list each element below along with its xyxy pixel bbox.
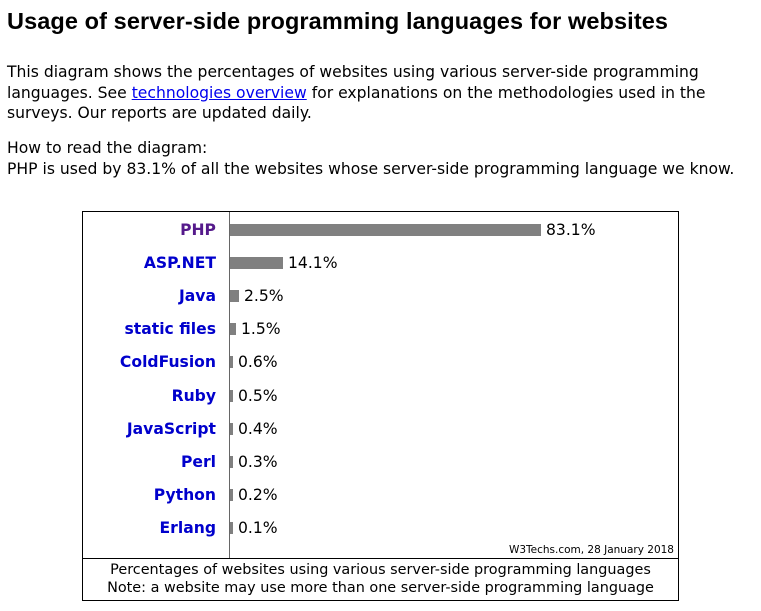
category-label-php[interactable]: PHP: [180, 221, 216, 239]
value-label-perl: 0.3%: [238, 452, 278, 471]
value-label-ruby: 0.5%: [238, 386, 278, 405]
howto-heading: How to read the diagram:: [7, 139, 208, 157]
technologies-overview-link[interactable]: technologies overview: [131, 83, 307, 102]
chart-caption: Percentages of websites using various se…: [83, 561, 678, 597]
bar-erlang: [230, 521, 233, 534]
bar-javascript: [230, 422, 233, 435]
category-label-static-files[interactable]: static files: [124, 320, 217, 339]
value-label-python: 0.2%: [238, 485, 278, 504]
plot-area: PHP 83.1% ASP.NET 14.1% Java 2.5% static files…: [83, 212, 678, 558]
bar-python: [230, 488, 233, 501]
bar-coldfusion: [230, 356, 233, 369]
bar-php: [230, 224, 541, 236]
category-label-java[interactable]: Java: [178, 287, 216, 306]
value-label-coldfusion: 0.6%: [238, 353, 278, 372]
intro-paragraph: This diagram shows the percentages of we…: [7, 62, 747, 124]
bar-static-files: [230, 323, 236, 336]
chart-credit: W3Techs.com, 28 January 2018: [508, 544, 674, 556]
value-label-java: 2.5%: [244, 287, 284, 306]
intro-text-after: for explanations on the methodologies us…: [7, 83, 706, 123]
category-label-javascript[interactable]: JavaScript: [126, 419, 216, 438]
bar-ruby: [230, 389, 233, 402]
bar-perl: [230, 455, 233, 468]
bar-java: [230, 290, 239, 303]
bar-asp-net: [230, 257, 283, 270]
value-label-static-files: 1.5%: [241, 320, 281, 339]
value-label-php: 83.1%: [546, 221, 596, 239]
category-label-erlang[interactable]: Erlang: [159, 518, 216, 537]
category-label-ruby[interactable]: Ruby: [171, 386, 216, 405]
value-label-asp-net: 14.1%: [288, 254, 338, 273]
category-label-python[interactable]: Python: [153, 485, 216, 504]
value-label-erlang: 0.1%: [238, 518, 278, 537]
category-label-asp-net[interactable]: ASP.NET: [143, 254, 216, 273]
howto-text: PHP is used by 83.1% of all the websites…: [7, 159, 735, 178]
caption-line-1: Percentages of websites using various se…: [110, 562, 651, 578]
howto-paragraph: How to read the diagram: PHP is used by 8…: [7, 138, 747, 179]
category-label-perl[interactable]: Perl: [180, 452, 216, 471]
category-label-coldfusion[interactable]: ColdFusion: [119, 353, 216, 372]
intro-text-before: This diagram shows the percentages of we…: [7, 63, 699, 102]
caption-line-2: Note: a website may use more than one se…: [107, 580, 654, 596]
axis-line: [229, 212, 230, 558]
chart-container: PHP 83.1% ASP.NET 14.1% Java 2.5% static files…: [82, 211, 679, 601]
value-label-javascript: 0.4%: [238, 419, 278, 438]
page-title: Usage of server-side programming languag…: [7, 8, 669, 34]
caption-divider: [83, 558, 678, 559]
